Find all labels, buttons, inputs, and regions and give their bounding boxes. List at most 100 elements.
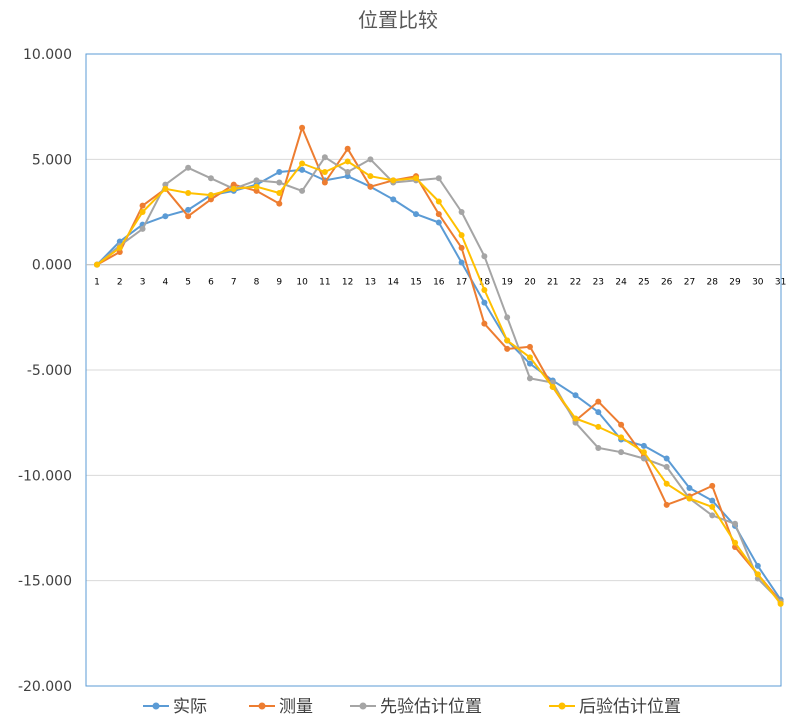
data-point bbox=[458, 232, 465, 239]
x-tick-label: 10 bbox=[296, 278, 308, 288]
data-point bbox=[754, 571, 761, 578]
data-point bbox=[435, 211, 442, 218]
x-tick-label: 15 bbox=[410, 278, 421, 288]
data-point bbox=[504, 337, 511, 344]
data-point bbox=[321, 154, 328, 161]
x-tick-label: 29 bbox=[729, 278, 741, 288]
data-point bbox=[367, 183, 374, 190]
data-point bbox=[185, 164, 192, 171]
legend-swatch-marker bbox=[558, 702, 566, 710]
data-point bbox=[709, 512, 716, 519]
data-point bbox=[413, 175, 420, 182]
data-point bbox=[276, 179, 283, 186]
data-point bbox=[185, 206, 192, 213]
series-3 bbox=[94, 158, 784, 607]
legend-item: 实际 bbox=[143, 697, 207, 717]
x-tick-label: 6 bbox=[208, 278, 214, 288]
data-point bbox=[344, 145, 351, 152]
data-point bbox=[139, 202, 146, 209]
data-point bbox=[732, 520, 739, 527]
x-tick-label: 14 bbox=[388, 278, 400, 288]
legend-item: 先验估计位置 bbox=[350, 697, 482, 717]
data-point bbox=[709, 503, 716, 510]
data-point bbox=[207, 196, 214, 203]
x-tick-label: 16 bbox=[433, 278, 445, 288]
legend-label: 先验估计位置 bbox=[380, 697, 482, 717]
data-point bbox=[276, 200, 283, 207]
gridlines bbox=[86, 53, 781, 687]
x-tick-label: 8 bbox=[254, 278, 260, 288]
series-line bbox=[96, 160, 782, 605]
data-point bbox=[595, 398, 602, 405]
legend-label: 后验估计位置 bbox=[579, 697, 681, 717]
series-1 bbox=[94, 124, 784, 605]
data-point bbox=[754, 562, 761, 569]
data-point bbox=[139, 209, 146, 215]
legend-swatch-marker bbox=[152, 702, 160, 710]
data-point bbox=[526, 375, 533, 382]
x-tick-label: 23 bbox=[593, 278, 604, 288]
data-point bbox=[663, 480, 670, 487]
x-tick-label: 12 bbox=[342, 278, 353, 288]
x-tick-label: 27 bbox=[684, 278, 695, 288]
x-tick-label: 4 bbox=[162, 278, 168, 288]
x-tick-label: 17 bbox=[456, 278, 467, 288]
x-tick-label: 31 bbox=[775, 278, 786, 288]
legend-swatch-marker bbox=[359, 702, 367, 710]
data-point bbox=[435, 198, 442, 205]
legend-item: 测量 bbox=[249, 697, 313, 717]
x-tick-label: 30 bbox=[752, 278, 764, 288]
data-point bbox=[458, 259, 465, 266]
x-tick-label: 3 bbox=[140, 278, 146, 288]
x-tick-label: 9 bbox=[276, 278, 282, 288]
data-point bbox=[481, 320, 488, 327]
data-point bbox=[481, 253, 488, 260]
x-tick-label: 1 bbox=[94, 278, 100, 288]
data-point bbox=[504, 345, 511, 352]
data-point bbox=[162, 181, 169, 188]
data-point bbox=[504, 314, 511, 321]
chart-title: 位置比较 bbox=[358, 8, 438, 32]
y-tick-label: 0.000 bbox=[32, 258, 72, 274]
x-tick-label: 22 bbox=[570, 278, 581, 288]
data-point bbox=[663, 455, 670, 462]
x-tick-label: 19 bbox=[501, 278, 513, 288]
data-point bbox=[116, 238, 123, 245]
data-point bbox=[299, 187, 306, 194]
data-point bbox=[390, 196, 397, 203]
x-tick-label: 26 bbox=[661, 278, 673, 288]
data-point bbox=[253, 187, 260, 194]
data-point bbox=[618, 434, 625, 441]
data-point bbox=[435, 219, 442, 226]
data-point bbox=[344, 158, 351, 165]
data-point bbox=[777, 600, 784, 607]
x-tick-label: 21 bbox=[547, 278, 558, 288]
x-tick-label: 7 bbox=[231, 278, 237, 288]
x-tick-label: 24 bbox=[615, 278, 627, 288]
data-point bbox=[595, 409, 602, 416]
legend-swatch-marker bbox=[258, 702, 266, 710]
legend-item: 后验估计位置 bbox=[549, 697, 681, 717]
data-point bbox=[185, 190, 192, 197]
data-point bbox=[207, 192, 214, 199]
x-tick-label: 5 bbox=[185, 278, 191, 288]
x-axis-tick-labels: 1 2 3 4 5 6 7 8 9 10 11 12 13 14 15 16 17 18 19 20 21 22 23 24 2… bbox=[94, 278, 786, 288]
data-point bbox=[390, 177, 397, 184]
y-tick-label: 10.000 bbox=[23, 47, 72, 63]
data-point bbox=[595, 444, 602, 451]
data-point bbox=[94, 261, 100, 268]
data-point bbox=[299, 124, 306, 131]
data-point bbox=[344, 173, 351, 180]
data-point bbox=[299, 160, 306, 167]
x-tick-label: 20 bbox=[524, 278, 536, 288]
data-point bbox=[413, 211, 420, 218]
y-axis-tick-labels: 10.000 5.000 0.000 -5.000 -10.000 -15.000 -20.… bbox=[18, 47, 72, 695]
series-line bbox=[96, 168, 782, 601]
x-tick-label: 13 bbox=[365, 278, 376, 288]
data-point bbox=[162, 213, 169, 220]
data-point bbox=[618, 449, 625, 456]
data-point bbox=[686, 495, 693, 502]
data-point bbox=[481, 299, 488, 306]
data-point bbox=[116, 244, 123, 251]
